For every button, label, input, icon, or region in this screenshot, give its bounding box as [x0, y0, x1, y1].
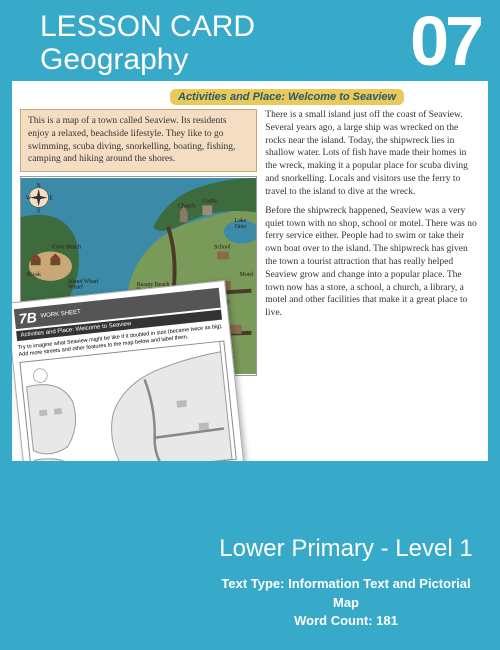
lesson-card: Activities and Place: Welcome to Seaview… — [12, 81, 488, 461]
card-title: Activities and Place: Welcome to Seaview — [170, 89, 404, 105]
footer: Lower Primary - Level 1 Text Type: Infor… — [216, 535, 476, 630]
title-line1: LESSON CARD — [40, 10, 255, 43]
svg-text:Omo: Omo — [235, 224, 247, 230]
svg-text:W: W — [26, 196, 32, 202]
svg-text:School: School — [214, 245, 231, 251]
svg-text:N: N — [37, 183, 42, 189]
svg-text:Church: Church — [178, 204, 195, 210]
svg-text:Motel: Motel — [240, 272, 254, 278]
svg-text:Kiosk: Kiosk — [27, 272, 41, 278]
lesson-number: 07 — [410, 10, 480, 73]
word-count: Word Count: 181 — [216, 612, 476, 630]
svg-text:Cove Beach: Cove Beach — [52, 245, 81, 251]
svg-text:Castle: Castle — [202, 199, 217, 205]
text-type: Text Type: Information Text and Pictoria… — [216, 575, 476, 611]
para2: Before the shipwreck happened, Seaview w… — [265, 205, 480, 320]
ws-label: WORK SHEET — [40, 309, 81, 319]
level-label: Lower Primary - Level 1 — [216, 535, 476, 564]
worksheet-overlay: 7B WORK SHEET Activities and Place: Welc… — [12, 280, 246, 461]
svg-text:S: S — [37, 209, 40, 215]
svg-text:Wharf: Wharf — [68, 284, 83, 291]
ws-number: 7B — [18, 309, 37, 327]
worksheet-map — [19, 341, 236, 461]
body-text: There is a small island just off the coa… — [265, 109, 480, 381]
header: LESSON CARD Geography 07 — [0, 0, 500, 81]
svg-text:E: E — [49, 196, 53, 202]
title-line2: Geography — [40, 43, 255, 76]
para1: There is a small island just off the coa… — [265, 109, 480, 199]
intro-text: This is a map of a town called Seaview. … — [20, 109, 257, 172]
